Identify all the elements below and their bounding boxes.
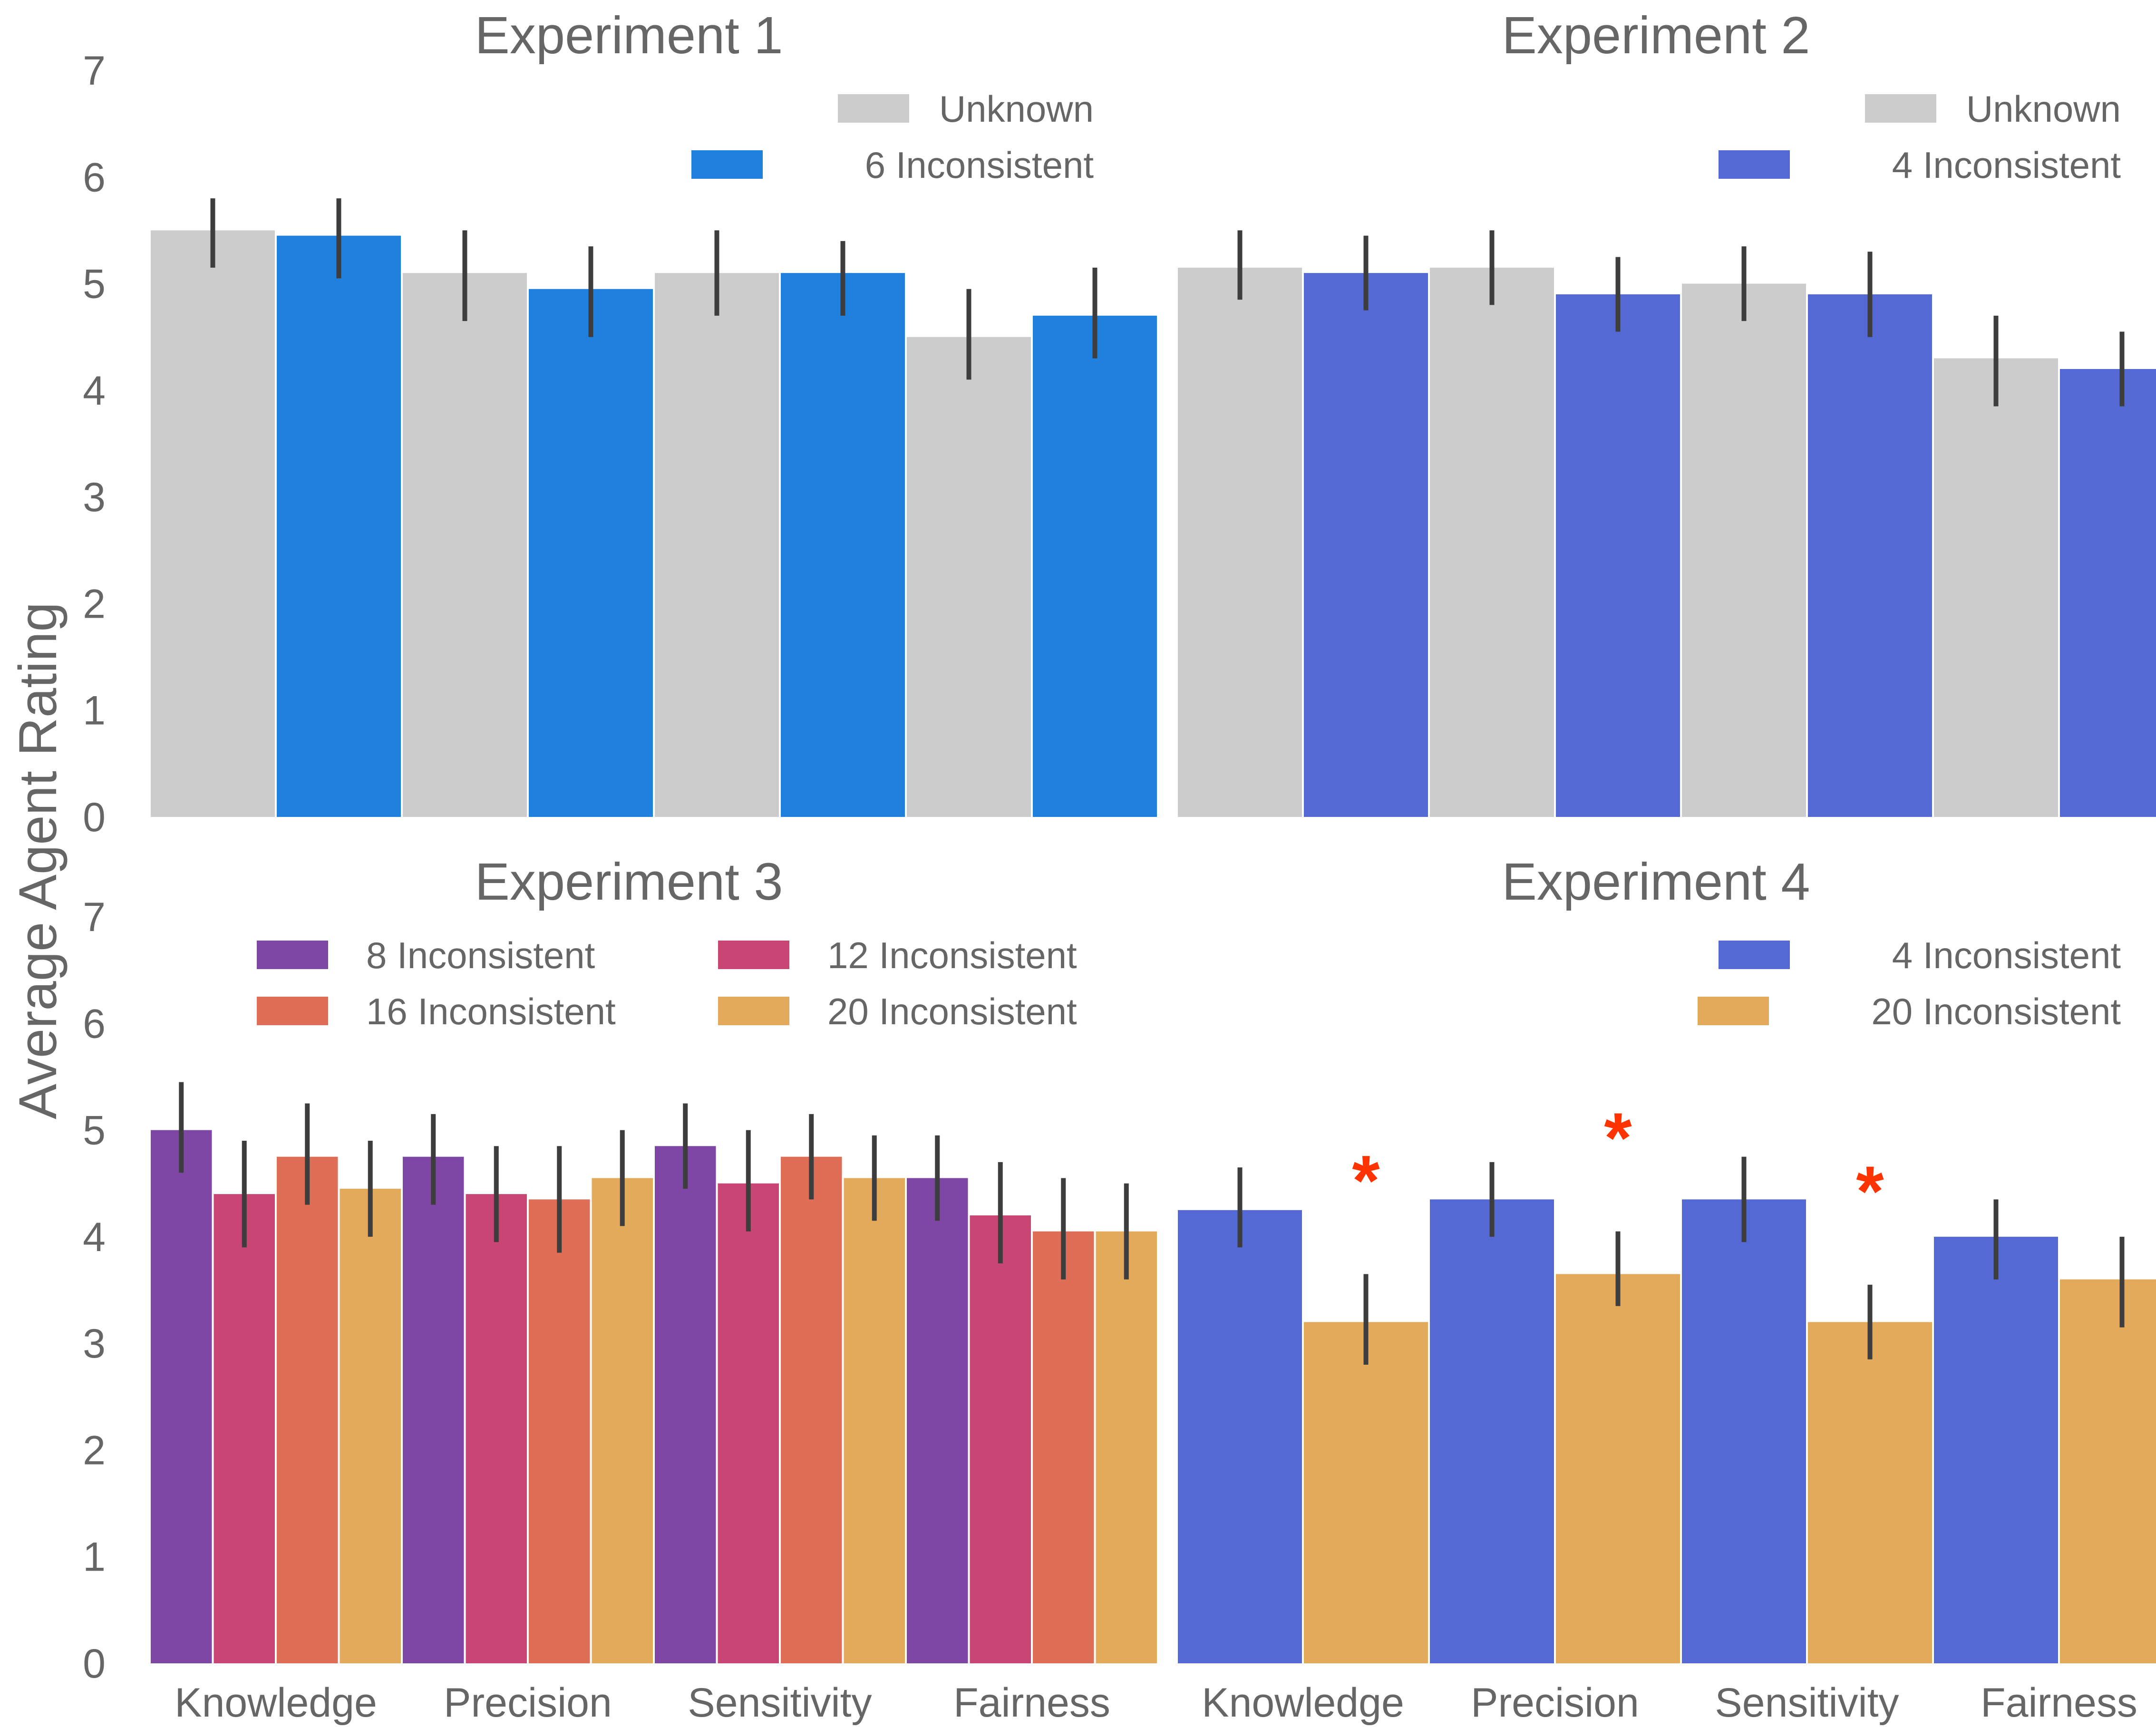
bar: [907, 1178, 968, 1663]
y-tick-label: 5: [83, 1108, 106, 1154]
significance-marker: *: [1352, 1140, 1380, 1220]
bar: [1682, 1199, 1806, 1663]
y-tick-label: 7: [83, 894, 106, 940]
y-tick-label: 1: [83, 688, 106, 734]
legend-label: Unknown: [1966, 88, 2121, 130]
bar: [1934, 1236, 2058, 1663]
bar: [403, 273, 527, 817]
bar: [970, 1215, 1031, 1663]
significance-marker: *: [1856, 1151, 1884, 1231]
x-category-label: Fairness: [1981, 1680, 2137, 1726]
bar: [1430, 267, 1554, 817]
bar: [1808, 1322, 1932, 1663]
chart-panels: 0 1 2 3 4 5 6 7 Experiment 1 Unknown 6 Inconsisten…: [83, 6, 2156, 1726]
bar: [844, 1178, 905, 1663]
x-category-label: Knowledge: [175, 1680, 377, 1726]
bar: [529, 1199, 590, 1663]
bar: [1096, 1231, 1157, 1663]
legend-label: 8 Inconsistent: [366, 934, 595, 976]
panel-title: Experiment 1: [475, 6, 783, 65]
legend-label: Unknown: [939, 88, 1094, 130]
panel-title: Experiment 3: [475, 853, 783, 911]
y-tick-label: 4: [83, 1214, 106, 1260]
legend-swatch: [1698, 997, 1769, 1025]
legend-label: 20 Inconsistent: [1871, 990, 2121, 1032]
significance-marker: *: [1604, 1098, 1632, 1178]
bar: [1556, 1274, 1680, 1663]
y-tick-label: 2: [83, 1427, 106, 1473]
bar: [214, 1194, 275, 1663]
y-tick-label: 6: [83, 1001, 106, 1047]
y-tick-label: 0: [83, 1641, 106, 1687]
legend-label: 4 Inconsistent: [1892, 934, 2121, 976]
y-tick-label: 4: [83, 368, 106, 414]
panel-title: Experiment 4: [1502, 853, 1810, 911]
bar: [907, 337, 1031, 817]
bar: [151, 1130, 212, 1663]
bar: [781, 1156, 842, 1663]
bar: [466, 1194, 527, 1663]
bar: [781, 273, 905, 817]
bar: [1556, 294, 1680, 817]
legend-swatch: [257, 941, 328, 969]
bar: [1934, 358, 2058, 817]
x-category-label: Precision: [1471, 1680, 1639, 1726]
bar: [151, 230, 275, 817]
bar: [592, 1178, 653, 1663]
legend-swatch: [838, 94, 909, 123]
y-tick-label: 1: [83, 1534, 106, 1580]
panel-title: Experiment 2: [1502, 6, 1810, 65]
bar: [529, 289, 653, 817]
bar: [1178, 267, 1302, 817]
legend-label: 6 Inconsistent: [865, 144, 1094, 186]
bar: [277, 235, 401, 817]
bar: [1304, 273, 1428, 817]
bar: [340, 1188, 401, 1663]
legend-swatch: [691, 150, 763, 179]
bar: [1304, 1322, 1428, 1663]
bar: [1033, 1231, 1094, 1663]
y-axis-label: Average Agent Rating: [8, 602, 68, 1119]
legend-label: 20 Inconsistent: [827, 990, 1077, 1032]
legend-label: 12 Inconsistent: [827, 934, 1077, 976]
bar: [655, 273, 779, 817]
bar: [2060, 1279, 2156, 1663]
bar: [277, 1156, 338, 1663]
legend-swatch: [1865, 94, 1936, 123]
bar: [1178, 1210, 1302, 1663]
legend-swatch: [1719, 941, 1790, 969]
x-category-label: Sensitivity: [688, 1680, 872, 1726]
y-tick-label: 0: [83, 795, 106, 840]
x-category-label: Fairness: [953, 1680, 1110, 1726]
bar: [1808, 294, 1932, 817]
legend-swatch: [1719, 150, 1790, 179]
bar: [1033, 315, 1157, 817]
legend-label: 4 Inconsistent: [1892, 144, 2121, 186]
bar: [2060, 369, 2156, 817]
y-tick-label: 5: [83, 262, 106, 307]
bar: [1682, 283, 1806, 817]
y-tick-label: 2: [83, 581, 106, 627]
bar: [1430, 1199, 1554, 1663]
x-category-label: Sensitivity: [1715, 1680, 1899, 1726]
y-tick-label: 3: [83, 475, 106, 520]
y-tick-label: 7: [83, 48, 106, 94]
x-category-label: Precision: [444, 1680, 612, 1726]
bar: [718, 1183, 779, 1663]
legend-swatch: [257, 997, 328, 1025]
legend-swatch: [718, 997, 789, 1025]
legend-label: 16 Inconsistent: [366, 990, 616, 1032]
x-category-label: Knowledge: [1202, 1680, 1404, 1726]
bar: [403, 1156, 464, 1663]
bar: [655, 1146, 716, 1663]
y-tick-label: 6: [83, 155, 106, 200]
y-tick-label: 3: [83, 1321, 106, 1367]
legend-swatch: [718, 941, 789, 969]
